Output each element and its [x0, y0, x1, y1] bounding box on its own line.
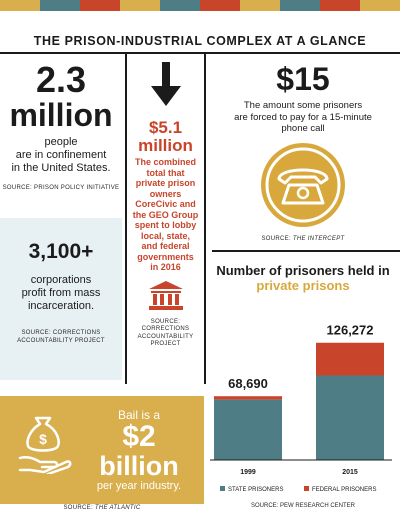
bail-unit: billion [99, 451, 179, 481]
bail-line2: per year industry. [96, 480, 182, 492]
x-tick-label: 2015 [342, 469, 358, 476]
top-bar-segment [280, 0, 320, 11]
phone-chart-divider [212, 250, 400, 252]
lobby-desc-5: CoreCivic and [135, 199, 196, 209]
phone-line3: phone call [281, 123, 325, 134]
phone-source-name: THE INTERCEPT [292, 235, 345, 242]
bail-number: $2 [122, 420, 156, 453]
people-unit: million [9, 97, 113, 133]
top-bar-segment [120, 0, 160, 11]
phone-line2: are forced to pay for a 15-minute [234, 111, 372, 123]
lobby-description: The combined total that private prison o… [127, 157, 204, 273]
phone-line1: The amount some prisoners [243, 100, 363, 111]
money-hand-icon: $ [18, 416, 72, 474]
bar-state-prisoners [316, 375, 384, 460]
title-divider [0, 52, 400, 54]
people-line1: people [44, 136, 78, 148]
column-divider-left [125, 54, 127, 384]
people-stat: 2.3 million people are in confinement in… [0, 59, 122, 192]
lobby-source-line4: PROJECT [150, 341, 181, 347]
lobby-source-line3: ACCOUNTABILITY [137, 333, 194, 340]
bar-state-prisoners [214, 399, 282, 460]
lobby-desc-6: the GEO Group [132, 209, 199, 220]
lobby-desc-9: and federal [141, 241, 190, 251]
top-bar-segment [240, 0, 280, 11]
corporations-box: 3,100+ corporations profit from mass inc… [0, 218, 122, 380]
top-bar-segment [200, 0, 240, 11]
top-bar-segment [360, 0, 400, 11]
prisoners-bar-chart: 68,690 1999 126,272 2015 STATE PRISONERS FEDE… [210, 323, 392, 509]
corporations-line1: corporations [30, 274, 92, 286]
lobby-desc-11: in 2016 [150, 262, 181, 272]
lobby-source-line2: CORRECTIONS [141, 326, 190, 332]
top-bar-segment [80, 0, 120, 11]
lobby-number: $5.1 [148, 118, 183, 137]
telephone-icon [261, 142, 345, 227]
phone-stat: $15 The amount some prisoners are forced… [206, 62, 400, 242]
bar-federal-prisoners [214, 396, 282, 400]
bail-line1: Bail is a [117, 408, 161, 422]
phone-source-prefix: SOURCE: [261, 235, 293, 242]
government-building-icon [148, 280, 183, 310]
legend-swatch [220, 486, 225, 491]
page-title: THE PRISON-INDUSTRIAL COMPLEX AT A GLANC… [33, 34, 367, 48]
corporations-line3: incarceration. [27, 300, 95, 312]
lobby-desc-2: total that [146, 167, 185, 178]
lobby-unit: million [138, 136, 193, 155]
lobby-desc-10: governments [137, 251, 194, 262]
lobby-desc-4: owners [149, 188, 182, 199]
lobby-desc-8: local, state, [140, 230, 191, 241]
legend-label: STATE PRISONERS [228, 487, 283, 493]
chart-title-line2: private prisons [256, 278, 350, 293]
corporations-source-line1: SOURCE: CORRECTIONS [21, 330, 101, 336]
corporations-source-line2: ACCOUNTABILITY PROJECT [17, 338, 105, 344]
bail-source-prefix: SOURCE: [63, 505, 95, 511]
bar-total-label: 68,690 [228, 376, 268, 391]
chart-source: SOURCE: PEW RESEARCH CENTER [251, 503, 356, 509]
lobby-stat: $5.1 million The combined total that pri… [127, 62, 204, 349]
legend-label: FEDERAL PRISONERS [312, 487, 376, 493]
top-bar-segment [320, 0, 360, 11]
lobby-desc-1: The combined [134, 157, 196, 167]
top-bar-segment [40, 0, 80, 11]
lobby-desc-3: private prison [135, 178, 196, 188]
lobby-source-line1: SOURCE: [150, 318, 181, 325]
bar-federal-prisoners [316, 342, 384, 376]
bail-source: SOURCE: THE ATLANTIC [0, 505, 204, 511]
top-bar-segment [160, 0, 200, 11]
people-line3: in the United States. [11, 162, 111, 174]
legend-swatch [304, 486, 309, 491]
phone-source: SOURCE: THE INTERCEPT [206, 236, 400, 242]
svg-text:$: $ [39, 431, 47, 447]
bail-source-name: THE ATLANTIC [94, 505, 141, 511]
bail-box: $ Bail is a $2 billion per year industry… [0, 396, 204, 504]
people-number: 2.3 [35, 59, 87, 100]
chart-title: Number of prisoners held in private pris… [206, 263, 400, 293]
top-color-bar [0, 0, 400, 11]
phone-number: $15 [276, 61, 330, 97]
bail-text: Bail is a $2 billion per year industry. [84, 408, 194, 493]
people-line2: are in confinement [15, 149, 107, 161]
chart-title-line1: Number of prisoners held in [216, 263, 390, 278]
x-tick-label: 1999 [240, 469, 256, 476]
arrow-down-icon [150, 62, 181, 106]
lobby-desc-7: spent to lobby [134, 220, 197, 230]
column-divider-right [204, 54, 206, 384]
top-bar-segment [0, 0, 40, 11]
corporations-line2: profit from mass [21, 287, 101, 299]
corporations-number: 3,100+ [28, 240, 94, 263]
people-source: SOURCE: PRISON POLICY INITIATIVE [2, 185, 120, 191]
bar-total-label: 126,272 [327, 323, 374, 338]
